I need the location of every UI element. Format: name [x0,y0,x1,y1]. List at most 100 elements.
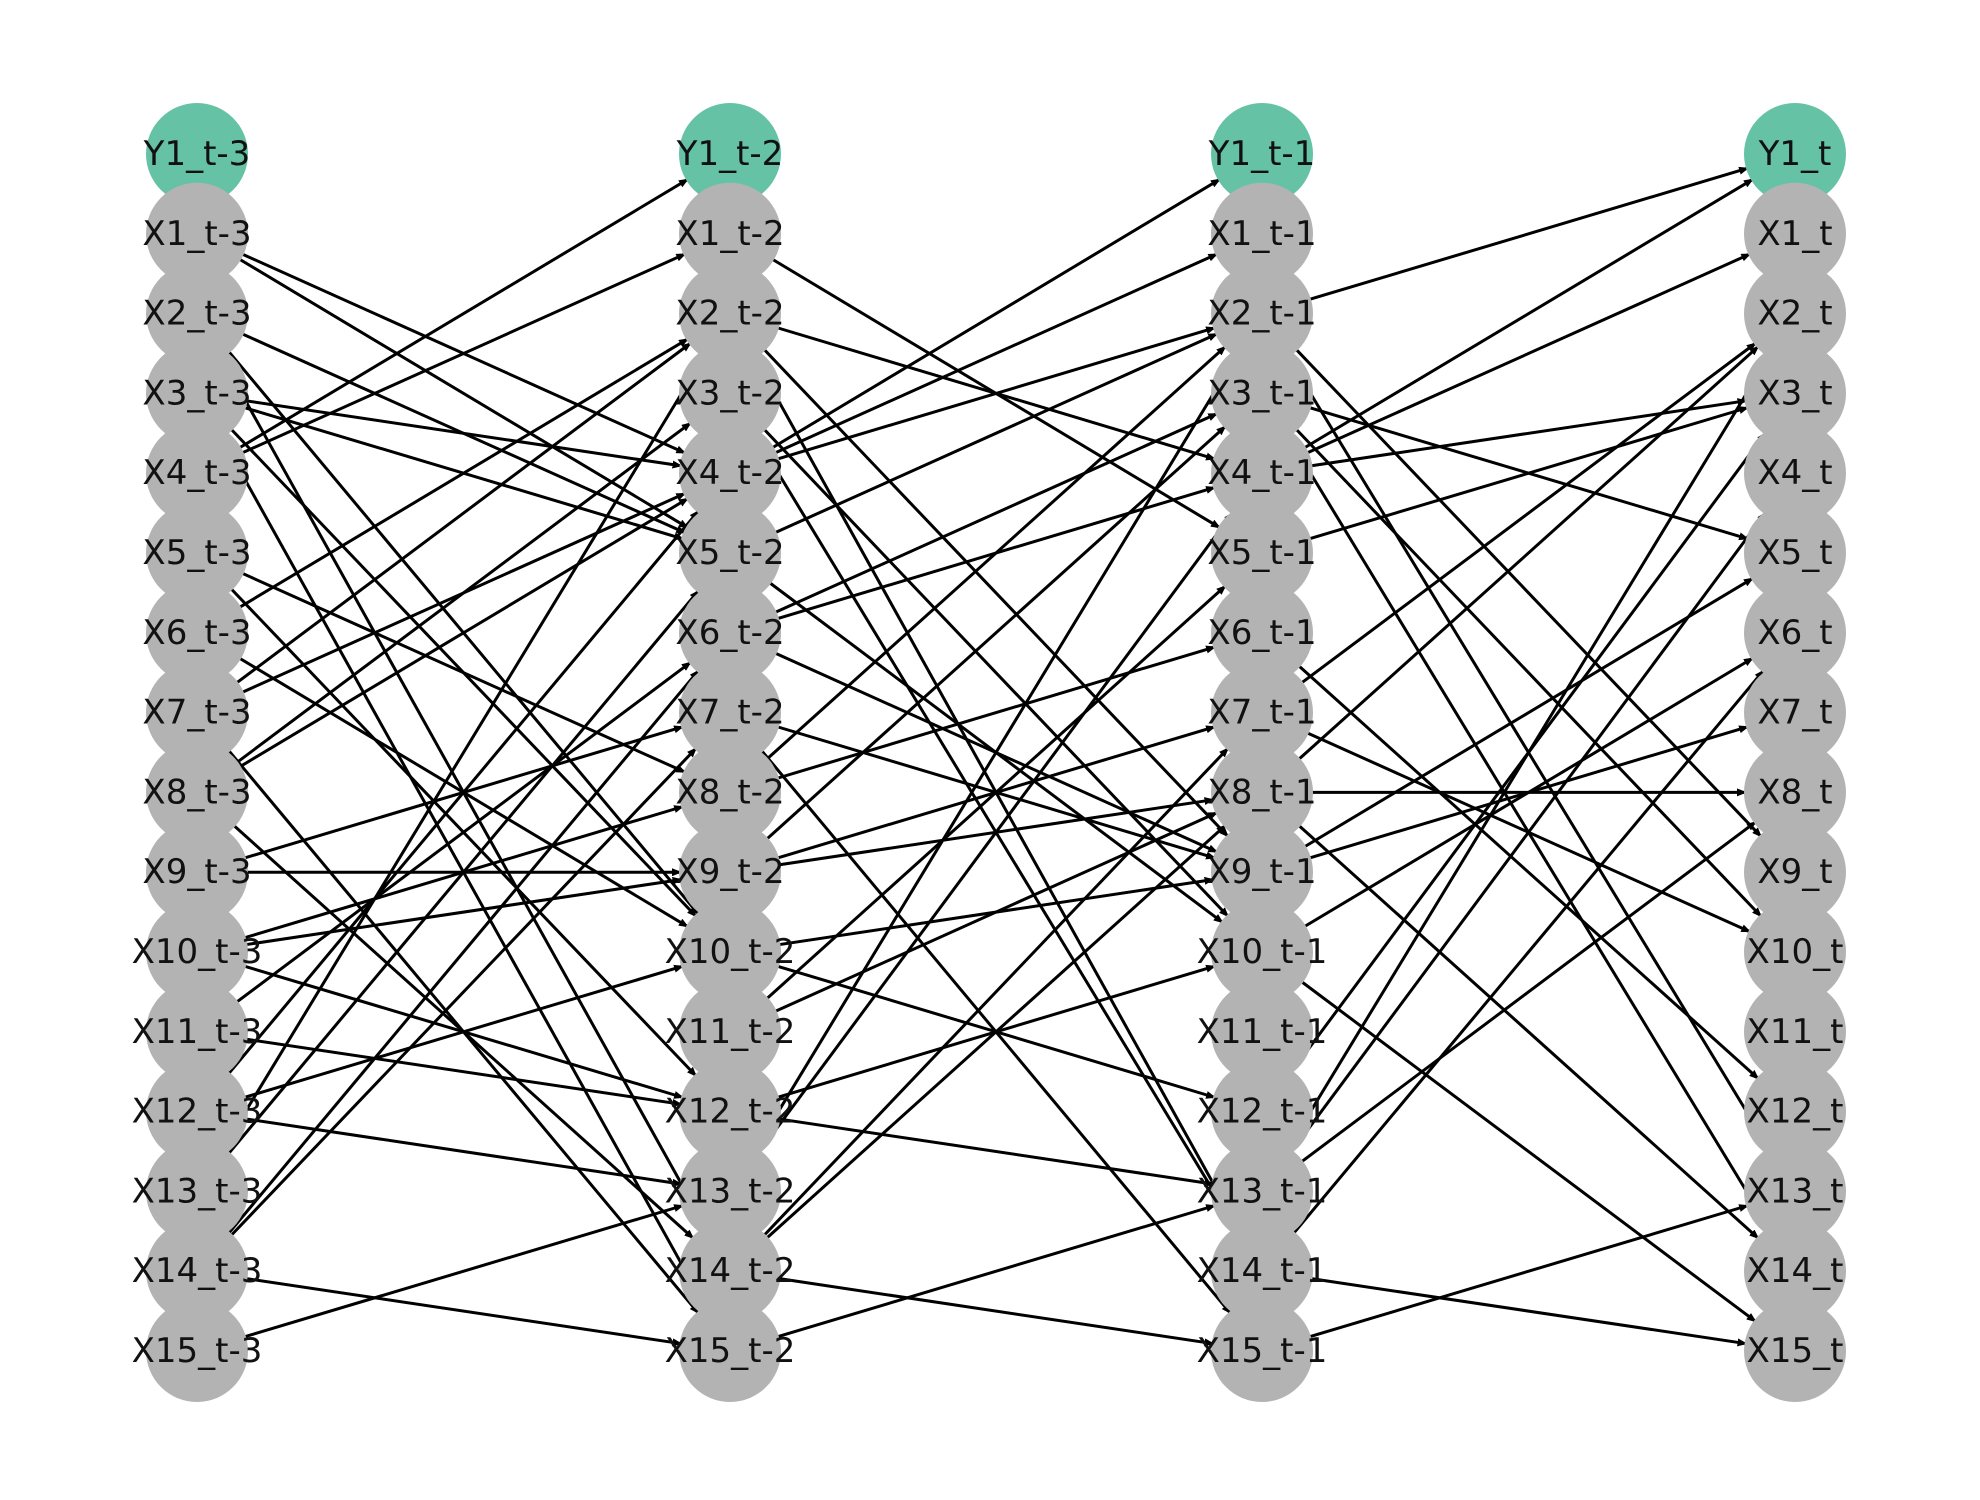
node-label: X2_t-2 [675,294,784,334]
node-circle [1744,262,1846,365]
node-X5_t-3: X5_t-3 [142,502,252,604]
node-X10_t: X10_t [1744,901,1846,1003]
node-circle [679,980,781,1083]
node-label: X12_t-3 [132,1092,263,1132]
node-label: X13_t [1747,1171,1844,1211]
node-label: X11_t-2 [665,1012,796,1052]
node-circle [1211,1300,1313,1402]
node-label: Y1_t-3 [143,134,251,174]
node-circle [679,821,781,924]
node-label: X13_t-2 [665,1171,796,1211]
node-label: X6_t [1757,613,1832,653]
node-circle [1211,1140,1313,1243]
edge-X3-t3-to-X5-t2 [239,404,685,541]
node-X6_t-1: X6_t-1 [1207,581,1317,684]
edge-X8-t1-to-X14-t [1294,821,1760,1240]
node-circle [146,422,248,525]
edge-X14-t2-to-X8-t1 [762,824,1227,1243]
node-circle [1211,661,1313,764]
node-X1_t-1: X1_t-1 [1207,182,1317,285]
edge-X7-t3-to-X2-t2 [232,341,692,687]
node-circle [1744,581,1846,684]
node-label: X9_t [1757,852,1832,892]
node-circle [1211,821,1313,924]
edge-X14-t2-to-X15-t1 [774,1276,1215,1347]
node-X13_t: X13_t [1744,1140,1846,1243]
edge-X12-t2-to-X13-t1 [774,1116,1215,1187]
node-label: X7_t-3 [142,693,251,733]
edge-X2-t3-to-X10-t2 [224,347,700,916]
node-label: X9_t-3 [142,852,251,892]
node-circle [1744,1300,1846,1402]
node-label: X8_t [1757,772,1832,812]
node-X9_t-3: X9_t-3 [142,821,252,924]
node-circle [146,821,248,924]
edge-X13-t1-to-X4-t [1287,511,1768,1157]
node-Y1_t-2: Y1_t-2 [676,103,783,205]
edge-X3-t3-to-X15-t2 [217,431,708,1310]
edge-X14-t3-to-X7-t2 [227,747,698,1240]
node-circle [146,342,248,445]
node-label: X9_t-2 [675,852,784,892]
edge-X12-t3-to-X4-t2 [224,509,700,1079]
edge-X6-t3-to-X2-t2 [234,337,689,611]
node-X2_t-1: X2_t-1 [1207,262,1317,365]
node-circle [1744,422,1846,525]
node-circle [1744,741,1846,844]
node-circle [1211,262,1313,365]
node-circle [1211,901,1313,1003]
edge-X3-t3-to-X4-t2 [241,398,683,469]
node-circle [679,901,781,1003]
node-circle [146,502,248,604]
node-X3_t-2: X3_t-2 [675,342,785,445]
node-label: X11_t-1 [1197,1012,1328,1052]
edge-X5-t1-to-X3-t [1304,406,1750,542]
edge-X11-t3-to-X6-t2 [232,660,692,1007]
edge-X8-t3-to-X4-t2 [234,497,689,771]
edge-X8-t2-to-X6-t1 [772,645,1217,781]
node-circle [679,422,781,525]
edge-X5-t2-to-X2-t1 [770,332,1219,536]
node-X1_t: X1_t [1744,182,1846,285]
edge-X13-t1-to-X8-t [1297,820,1757,1166]
node-label: X14_t-3 [132,1251,263,1291]
node-label: X15_t-3 [132,1331,263,1371]
node-Y1_t-1: Y1_t-1 [1208,103,1315,205]
node-circle [1211,342,1313,445]
edge-X14-t3-to-X15-t2 [241,1276,683,1347]
node-X6_t-3: X6_t-3 [142,581,252,684]
edge-X10-t3-to-X9-t2 [241,876,683,947]
node-circle [679,1140,781,1243]
node-label: X15_t-2 [665,1331,796,1371]
node-circle [679,103,781,205]
node-label: X3_t-2 [675,373,784,413]
node-layer: Y1_t-3 X1_t-3 X2_t-3 X3_t-3 X4_t-3 X5_t-3 X6_t… [132,103,1846,1402]
node-circle [679,1220,781,1323]
node-X3_t-3: X3_t-3 [142,342,252,445]
node-circle [1744,182,1846,285]
node-X1_t-2: X1_t-2 [675,182,785,285]
node-circle [146,1220,248,1323]
edge-X13-t3-to-X2-t2 [219,354,706,1154]
node-label: X1_t-3 [142,214,251,254]
node-circle [146,1060,248,1163]
node-X8_t-2: X8_t-2 [675,741,785,844]
node-label: X13_t-3 [132,1171,263,1211]
node-circle [1211,581,1313,684]
node-label: X12_t [1747,1092,1844,1132]
node-label: X7_t-1 [1207,693,1316,733]
node-circle [146,980,248,1083]
node-circle [679,741,781,844]
node-label: X3_t-1 [1207,373,1316,413]
node-label: X6_t-3 [142,613,251,653]
edge-X7-t1-to-X2-t [1297,341,1757,687]
edge-X11-t3-to-X12-t2 [241,1037,683,1107]
node-X10_t-1: X10_t-1 [1197,901,1327,1003]
node-circle [1211,1060,1313,1163]
edge-X4-t2-to-X1-t1 [770,252,1219,457]
node-circle [1211,1220,1313,1323]
node-X14_t-3: X14_t-3 [132,1220,263,1323]
node-X6_t: X6_t [1744,581,1846,684]
node-circle [146,1300,248,1402]
